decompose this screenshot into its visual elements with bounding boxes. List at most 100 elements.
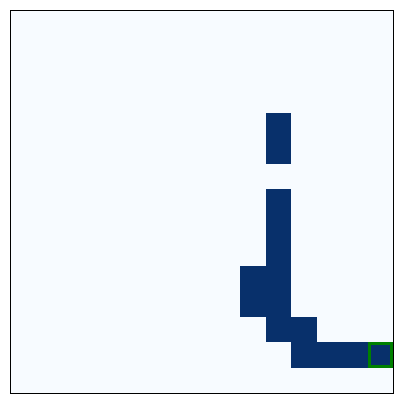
empty-cell[interactable]: [214, 189, 241, 215]
empty-cell[interactable]: [240, 342, 266, 368]
empty-cell[interactable]: [342, 138, 368, 164]
empty-cell[interactable]: [214, 367, 241, 393]
empty-cell[interactable]: [291, 214, 317, 241]
empty-cell[interactable]: [214, 342, 241, 368]
empty-cell[interactable]: [36, 342, 62, 368]
empty-cell[interactable]: [87, 163, 113, 190]
empty-cell[interactable]: [11, 240, 37, 266]
empty-cell[interactable]: [163, 265, 190, 292]
empty-cell[interactable]: [112, 316, 139, 343]
empty-cell[interactable]: [112, 265, 139, 292]
empty-cell[interactable]: [214, 36, 241, 62]
empty-cell[interactable]: [367, 291, 393, 317]
empty-cell[interactable]: [291, 367, 317, 393]
empty-cell[interactable]: [367, 367, 393, 393]
empty-cell[interactable]: [61, 36, 88, 62]
empty-cell[interactable]: [367, 138, 393, 164]
filled-cell[interactable]: [265, 189, 292, 215]
empty-cell[interactable]: [214, 214, 241, 241]
empty-cell[interactable]: [265, 367, 292, 393]
empty-cell[interactable]: [87, 367, 113, 393]
empty-cell[interactable]: [87, 112, 113, 139]
empty-cell[interactable]: [265, 342, 292, 368]
empty-cell[interactable]: [189, 214, 215, 241]
empty-cell[interactable]: [11, 189, 37, 215]
empty-cell[interactable]: [316, 163, 343, 190]
empty-cell[interactable]: [342, 316, 368, 343]
empty-cell[interactable]: [87, 342, 113, 368]
empty-cell[interactable]: [316, 316, 343, 343]
empty-cell[interactable]: [367, 36, 393, 62]
empty-cell[interactable]: [342, 112, 368, 139]
empty-cell[interactable]: [342, 214, 368, 241]
empty-cell[interactable]: [367, 163, 393, 190]
empty-cell[interactable]: [240, 112, 266, 139]
empty-cell[interactable]: [189, 11, 215, 37]
empty-cell[interactable]: [87, 36, 113, 62]
empty-cell[interactable]: [291, 265, 317, 292]
empty-cell[interactable]: [214, 11, 241, 37]
empty-cell[interactable]: [189, 163, 215, 190]
empty-cell[interactable]: [138, 240, 164, 266]
empty-cell[interactable]: [36, 36, 62, 62]
empty-cell[interactable]: [316, 189, 343, 215]
empty-cell[interactable]: [138, 138, 164, 164]
empty-cell[interactable]: [189, 61, 215, 88]
empty-cell[interactable]: [214, 163, 241, 190]
empty-cell[interactable]: [112, 36, 139, 62]
empty-cell[interactable]: [316, 11, 343, 37]
empty-cell[interactable]: [316, 36, 343, 62]
filled-cell[interactable]: [291, 342, 317, 368]
empty-cell[interactable]: [291, 112, 317, 139]
empty-cell[interactable]: [342, 36, 368, 62]
empty-cell[interactable]: [138, 11, 164, 37]
empty-cell[interactable]: [61, 87, 88, 113]
empty-cell[interactable]: [163, 240, 190, 266]
empty-cell[interactable]: [138, 265, 164, 292]
empty-cell[interactable]: [265, 87, 292, 113]
empty-cell[interactable]: [36, 61, 62, 88]
empty-cell[interactable]: [87, 11, 113, 37]
filled-cell[interactable]: [265, 316, 292, 343]
empty-cell[interactable]: [240, 138, 266, 164]
empty-cell[interactable]: [163, 316, 190, 343]
empty-cell[interactable]: [240, 189, 266, 215]
empty-cell[interactable]: [138, 214, 164, 241]
empty-cell[interactable]: [138, 112, 164, 139]
game-board[interactable]: [10, 10, 394, 394]
empty-cell[interactable]: [189, 265, 215, 292]
empty-cell[interactable]: [163, 11, 190, 37]
empty-cell[interactable]: [36, 189, 62, 215]
empty-cell[interactable]: [87, 240, 113, 266]
empty-cell[interactable]: [138, 189, 164, 215]
empty-cell[interactable]: [214, 87, 241, 113]
empty-cell[interactable]: [214, 138, 241, 164]
empty-cell[interactable]: [163, 112, 190, 139]
empty-cell[interactable]: [316, 112, 343, 139]
empty-cell[interactable]: [138, 367, 164, 393]
empty-cell[interactable]: [36, 163, 62, 190]
empty-cell[interactable]: [291, 189, 317, 215]
empty-cell[interactable]: [11, 61, 37, 88]
empty-cell[interactable]: [367, 214, 393, 241]
empty-cell[interactable]: [163, 342, 190, 368]
filled-cell[interactable]: [316, 342, 343, 368]
empty-cell[interactable]: [367, 87, 393, 113]
empty-cell[interactable]: [265, 61, 292, 88]
empty-cell[interactable]: [163, 36, 190, 62]
empty-cell[interactable]: [367, 189, 393, 215]
empty-cell[interactable]: [36, 214, 62, 241]
empty-cell[interactable]: [61, 61, 88, 88]
filled-cell[interactable]: [265, 265, 292, 292]
empty-cell[interactable]: [240, 367, 266, 393]
empty-cell[interactable]: [316, 138, 343, 164]
empty-cell[interactable]: [240, 61, 266, 88]
empty-cell[interactable]: [61, 265, 88, 292]
empty-cell[interactable]: [291, 163, 317, 190]
empty-cell[interactable]: [61, 316, 88, 343]
empty-cell[interactable]: [87, 61, 113, 88]
empty-cell[interactable]: [163, 61, 190, 88]
empty-cell[interactable]: [291, 36, 317, 62]
empty-cell[interactable]: [189, 240, 215, 266]
empty-cell[interactable]: [138, 36, 164, 62]
